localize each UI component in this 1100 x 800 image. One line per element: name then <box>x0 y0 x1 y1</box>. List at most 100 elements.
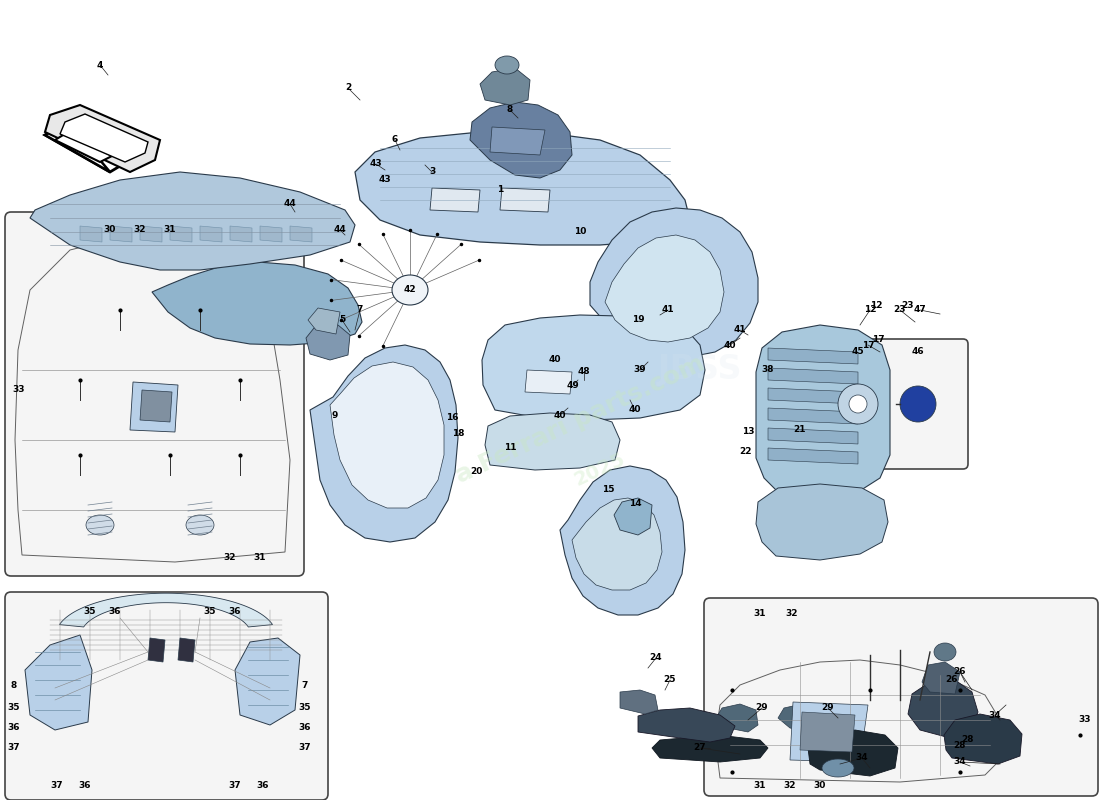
Text: 25: 25 <box>663 675 676 685</box>
Polygon shape <box>306 325 350 360</box>
Polygon shape <box>605 235 724 342</box>
Polygon shape <box>178 638 195 662</box>
Text: 34: 34 <box>954 758 966 766</box>
Polygon shape <box>525 370 572 394</box>
Text: 4: 4 <box>97 61 103 70</box>
Text: 41: 41 <box>662 306 674 314</box>
Ellipse shape <box>849 395 867 413</box>
Polygon shape <box>500 188 550 212</box>
Text: 36: 36 <box>109 607 121 617</box>
Ellipse shape <box>86 515 114 535</box>
Ellipse shape <box>900 386 936 422</box>
Polygon shape <box>308 308 340 334</box>
Polygon shape <box>944 714 1022 764</box>
Polygon shape <box>778 704 820 732</box>
Ellipse shape <box>495 56 519 74</box>
Text: 43: 43 <box>370 159 383 169</box>
Text: 41: 41 <box>734 326 746 334</box>
Polygon shape <box>290 226 312 242</box>
Text: 40: 40 <box>724 341 736 350</box>
Text: 11: 11 <box>504 443 516 453</box>
Polygon shape <box>638 708 735 742</box>
Polygon shape <box>235 638 300 725</box>
Text: 20: 20 <box>470 467 482 477</box>
Polygon shape <box>330 362 444 508</box>
Text: 35: 35 <box>299 703 311 713</box>
Polygon shape <box>768 348 858 364</box>
Text: 2: 2 <box>345 83 351 93</box>
Ellipse shape <box>838 384 878 424</box>
Text: 39: 39 <box>634 366 647 374</box>
Text: 14: 14 <box>629 499 641 509</box>
Text: 32: 32 <box>785 610 799 618</box>
Text: 34: 34 <box>856 754 868 762</box>
Polygon shape <box>470 102 572 178</box>
Polygon shape <box>768 428 858 444</box>
Text: 7: 7 <box>356 306 363 314</box>
Text: 40: 40 <box>549 355 561 365</box>
Text: 36: 36 <box>8 723 20 733</box>
Text: 26: 26 <box>954 667 966 677</box>
Polygon shape <box>55 132 112 162</box>
Text: 8: 8 <box>507 106 513 114</box>
Polygon shape <box>790 702 868 762</box>
Text: 40: 40 <box>629 406 641 414</box>
Text: 37: 37 <box>229 781 241 790</box>
Text: 12: 12 <box>864 306 877 314</box>
Polygon shape <box>490 127 544 155</box>
Polygon shape <box>808 730 898 776</box>
FancyBboxPatch shape <box>808 339 968 469</box>
Text: 30: 30 <box>814 782 826 790</box>
Text: 37: 37 <box>299 743 311 753</box>
Polygon shape <box>152 262 362 345</box>
Text: 17: 17 <box>871 335 884 345</box>
Polygon shape <box>230 226 252 242</box>
Text: 29: 29 <box>822 703 834 713</box>
Polygon shape <box>140 226 162 242</box>
FancyBboxPatch shape <box>704 598 1098 796</box>
Polygon shape <box>756 325 890 498</box>
Text: 27: 27 <box>694 743 706 753</box>
Text: 26: 26 <box>946 675 958 685</box>
Text: 31: 31 <box>254 554 266 562</box>
Polygon shape <box>590 208 758 357</box>
Text: 17: 17 <box>861 341 875 350</box>
Polygon shape <box>310 345 458 542</box>
Text: 28: 28 <box>954 741 966 750</box>
Text: 36: 36 <box>79 781 91 790</box>
Polygon shape <box>30 172 355 270</box>
Ellipse shape <box>934 643 956 661</box>
Text: 18: 18 <box>452 430 464 438</box>
Polygon shape <box>768 368 858 384</box>
Text: 35: 35 <box>8 703 20 713</box>
Text: 32: 32 <box>223 554 236 562</box>
Polygon shape <box>620 690 658 714</box>
FancyBboxPatch shape <box>6 212 304 576</box>
Text: 36: 36 <box>299 723 311 733</box>
Text: 12: 12 <box>870 301 882 310</box>
Polygon shape <box>60 114 148 162</box>
Text: 34: 34 <box>989 710 1001 719</box>
Text: 16: 16 <box>446 414 459 422</box>
Text: 33: 33 <box>13 386 25 394</box>
Text: 44: 44 <box>333 226 346 234</box>
Polygon shape <box>614 498 652 535</box>
Text: 6: 6 <box>392 135 398 145</box>
Ellipse shape <box>186 515 214 535</box>
Text: 40: 40 <box>553 410 566 419</box>
Polygon shape <box>355 132 690 245</box>
Text: 38: 38 <box>761 366 774 374</box>
Polygon shape <box>170 226 192 242</box>
Polygon shape <box>140 390 172 422</box>
Polygon shape <box>716 704 758 732</box>
Polygon shape <box>59 594 273 627</box>
Polygon shape <box>148 638 165 662</box>
Text: 31: 31 <box>164 226 176 234</box>
Polygon shape <box>800 712 855 752</box>
Text: 28: 28 <box>961 735 975 745</box>
Polygon shape <box>768 388 858 404</box>
Text: 23: 23 <box>902 301 914 310</box>
Polygon shape <box>756 484 888 560</box>
Ellipse shape <box>822 759 854 777</box>
Text: 32: 32 <box>783 782 796 790</box>
